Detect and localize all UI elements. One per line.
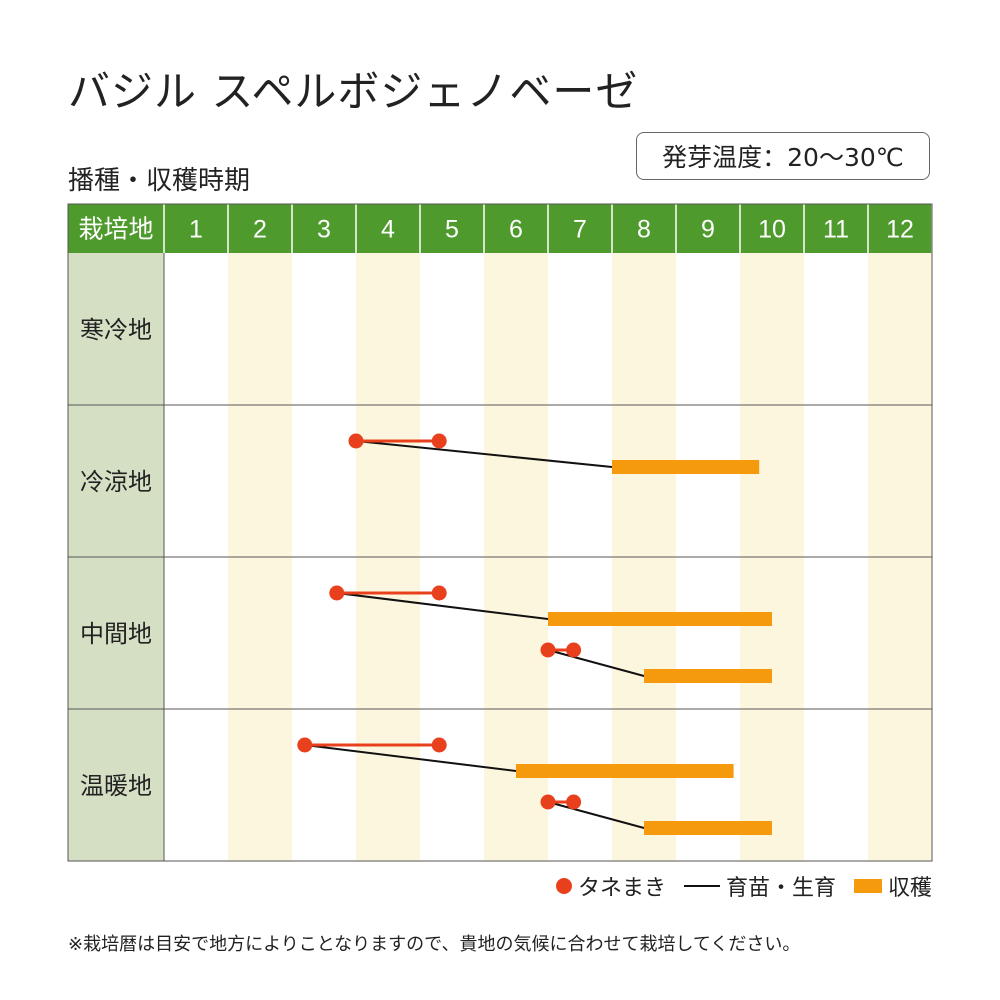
harvest-bar-3-0 bbox=[516, 764, 734, 778]
temperature-badge: 発芽温度：20〜30℃ bbox=[636, 132, 930, 180]
page-title: バジル スペルボジェノベーゼ bbox=[68, 67, 639, 116]
harvest-bar-2-0 bbox=[548, 612, 772, 626]
sow-end-dot-1-0 bbox=[431, 433, 447, 449]
corner-label: 栽培地 bbox=[78, 215, 153, 244]
sow-start-dot-2-1 bbox=[540, 642, 556, 658]
legend-sow-label: タネまき bbox=[577, 876, 666, 901]
month-label-5: 5 bbox=[445, 216, 459, 244]
sow-start-dot-3-1 bbox=[540, 794, 556, 810]
legend-harvest-marker bbox=[853, 879, 882, 893]
chart-subtitle: 播種・収穫時期 bbox=[68, 166, 251, 196]
growing-line-1-0 bbox=[355, 440, 613, 468]
region-label-0: 寒冷地 bbox=[80, 316, 152, 344]
legend-harvest: 収穫 bbox=[853, 870, 932, 902]
legend-growing-marker bbox=[683, 885, 720, 887]
month-label-1: 1 bbox=[189, 216, 203, 244]
header-band bbox=[68, 204, 932, 253]
month-label-8: 8 bbox=[637, 216, 651, 244]
growing-line-3-1 bbox=[547, 801, 645, 829]
legend: タネまき 育苗・生育 収穫 bbox=[555, 870, 932, 902]
month-label-6: 6 bbox=[509, 216, 523, 244]
month-label-3: 3 bbox=[317, 216, 331, 244]
footnote: ※栽培暦は目安で地方によりことなりますので、貴地の気候に合わせて栽培してください… bbox=[68, 934, 801, 955]
sow-end-dot-2-0 bbox=[431, 585, 447, 601]
sow-start-dot-3-0 bbox=[297, 737, 313, 753]
growing-line-2-1 bbox=[547, 649, 645, 677]
region-label-3: 温暖地 bbox=[80, 772, 152, 800]
legend-growing-label: 育苗・生育 bbox=[725, 876, 836, 901]
growing-line-3-0 bbox=[304, 744, 517, 772]
month-label-2: 2 bbox=[253, 216, 267, 244]
harvest-bar-1-0 bbox=[612, 460, 760, 474]
month-label-12: 12 bbox=[886, 216, 914, 244]
month-label-7: 7 bbox=[573, 216, 587, 244]
sow-start-dot-2-0 bbox=[329, 585, 345, 601]
sow-end-dot-3-1 bbox=[566, 794, 582, 810]
legend-sow: タネまき bbox=[555, 870, 666, 902]
legend-harvest-label: 収穫 bbox=[887, 876, 932, 901]
month-label-11: 11 bbox=[823, 216, 849, 244]
month-label-4: 4 bbox=[381, 216, 395, 244]
region-label-2: 中間地 bbox=[80, 620, 152, 648]
growing-line-2-0 bbox=[336, 592, 549, 620]
sow-start-dot-1-0 bbox=[348, 433, 364, 449]
sow-end-dot-3-0 bbox=[431, 737, 447, 753]
month-label-10: 10 bbox=[758, 216, 786, 244]
chart-border bbox=[67, 203, 933, 862]
harvest-bar-3-1 bbox=[644, 821, 772, 835]
legend-growing: 育苗・生育 bbox=[683, 870, 836, 902]
sow-end-dot-2-1 bbox=[566, 642, 582, 658]
legend-sow-marker bbox=[555, 878, 572, 894]
region-label-1: 冷涼地 bbox=[80, 468, 152, 496]
harvest-bar-2-1 bbox=[644, 669, 772, 683]
month-label-9: 9 bbox=[701, 216, 715, 244]
